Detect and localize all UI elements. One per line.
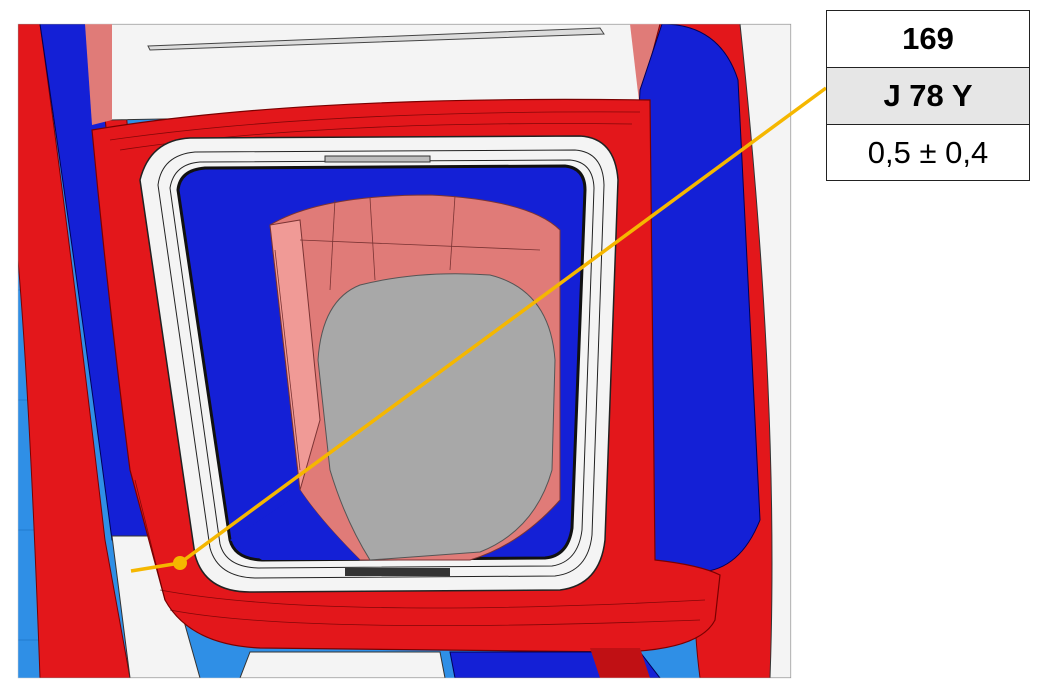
bottom-opening-slot xyxy=(345,568,450,576)
viewport-frame xyxy=(17,23,792,679)
callout-code: J 78 Y xyxy=(827,68,1029,125)
top-opening-slot xyxy=(324,155,431,163)
model-render xyxy=(18,24,791,678)
bottom-red-part xyxy=(590,648,650,678)
interior-left-wall xyxy=(269,219,321,491)
interior-contours xyxy=(274,195,541,471)
top-slot xyxy=(147,27,605,51)
callout-tolerance: 0,5 ± 0,4 xyxy=(867,134,989,170)
left-red-panel xyxy=(18,24,131,678)
gray-floor-panel xyxy=(317,273,556,561)
callout-number: 169 xyxy=(827,11,1029,68)
trim-ring-contours xyxy=(157,149,605,579)
measurement-callout: 169 J 78 Y 0,5 ± 0,4 xyxy=(826,10,1030,181)
bottom-white-part xyxy=(239,651,446,678)
opening-lower-left-blue xyxy=(230,490,360,560)
top-pink-strip xyxy=(85,24,112,125)
leader-anchor-dot xyxy=(173,556,187,570)
